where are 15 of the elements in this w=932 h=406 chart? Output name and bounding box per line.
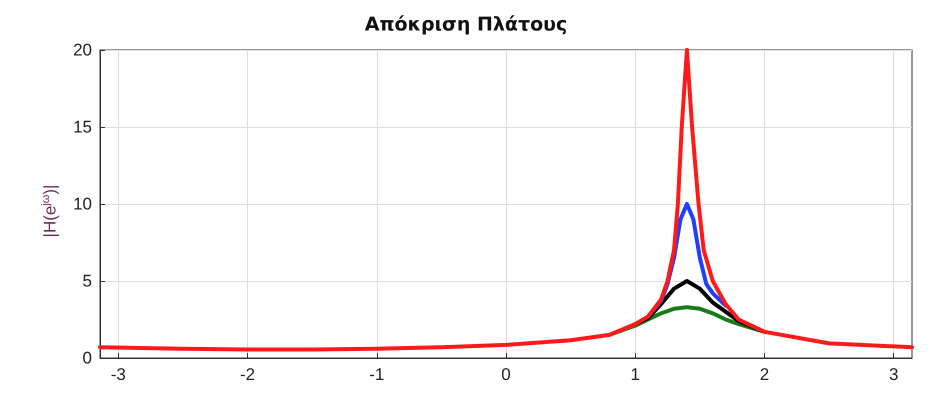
- y-axis-title: |H(ejω)|: [40, 184, 60, 238]
- y-tick-label: 15: [73, 118, 92, 136]
- x-tick-label: -2: [240, 365, 256, 384]
- x-tick-label: 0: [501, 365, 511, 384]
- y-tick-label: 20: [73, 40, 92, 60]
- chart-title: Απόκριση Πλάτους: [364, 14, 568, 36]
- line-series: [98, 48, 914, 352]
- x-tick-label: -3: [110, 365, 126, 384]
- y-tick-label: 5: [82, 272, 92, 290]
- x-tick-label: 2: [760, 365, 770, 384]
- x-tick-label: 3: [888, 365, 898, 384]
- x-tick-label: -1: [369, 365, 384, 384]
- x-tick-label: 1: [630, 365, 640, 384]
- y-tick-label: 10: [73, 194, 92, 214]
- y-tick-label: 0: [82, 348, 92, 368]
